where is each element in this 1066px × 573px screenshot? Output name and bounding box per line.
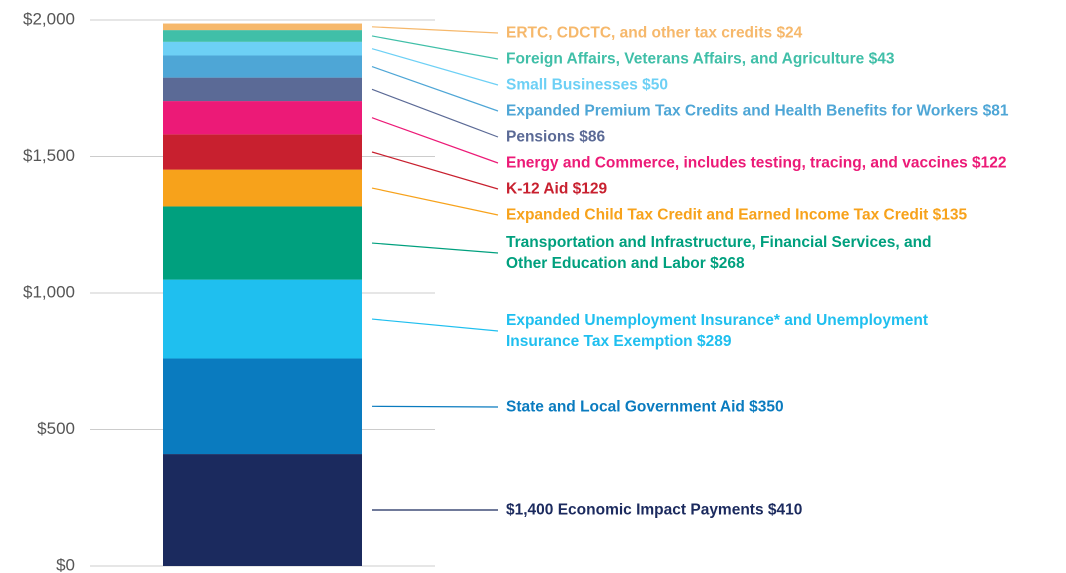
bar-segment xyxy=(163,77,362,102)
y-tick-label: $500 xyxy=(37,419,75,438)
segment-name: Foreign Affairs, Veterans Affairs, and A… xyxy=(506,50,865,68)
leader-line xyxy=(371,242,499,254)
segment-name: Expanded Unemployment Insurance* and Une… xyxy=(506,312,929,350)
leader-line xyxy=(371,151,499,190)
bar-segment xyxy=(163,169,362,207)
segment-name: Energy and Commerce, includes testing, t… xyxy=(506,154,968,172)
y-tick-label: $2,000 xyxy=(23,9,75,28)
bar-segment xyxy=(163,41,362,56)
bar-segment xyxy=(163,279,362,359)
segment-label: ERTC, CDCTC, and other tax credits $24 xyxy=(506,23,802,44)
bar-segment xyxy=(163,454,362,566)
segment-name: Transportation and Infrastructure, Finan… xyxy=(506,234,932,272)
bar-segment xyxy=(163,358,362,455)
segment-value: $268 xyxy=(710,255,745,272)
segment-value: $135 xyxy=(932,206,968,224)
segment-label: Foreign Affairs, Veterans Affairs, and A… xyxy=(506,49,895,70)
segment-label: Expanded Child Tax Credit and Earned Inc… xyxy=(506,205,967,226)
segment-value: $81 xyxy=(982,102,1009,120)
y-tick-label: $1,000 xyxy=(23,282,75,301)
bar-segment xyxy=(163,30,362,42)
segment-label: Pensions $86 xyxy=(506,127,605,148)
segment-name: ERTC, CDCTC, and other tax credits xyxy=(506,24,773,42)
segment-value: $86 xyxy=(579,128,606,146)
leader-line xyxy=(371,88,499,138)
segment-name: Expanded Child Tax Credit and Earned Inc… xyxy=(506,206,929,224)
segment-label: Expanded Premium Tax Credits and Health … xyxy=(506,101,1008,122)
bar-segment xyxy=(163,206,362,280)
leader-line xyxy=(371,187,499,216)
segment-value: $43 xyxy=(868,50,895,68)
segment-value: $24 xyxy=(776,24,803,42)
segment-label: Energy and Commerce, includes testing, t… xyxy=(506,153,1007,174)
segment-name: Small Businesses xyxy=(506,76,638,94)
leader-line xyxy=(371,26,499,34)
leader-line xyxy=(371,35,499,60)
segment-value: $350 xyxy=(749,398,784,416)
bar-segment xyxy=(163,101,362,135)
bar-segment xyxy=(163,23,362,31)
leader-line xyxy=(371,117,499,164)
segment-label: $1,400 Economic Impact Payments $410 xyxy=(506,500,802,521)
segment-name: Pensions xyxy=(506,128,575,146)
segment-value: $289 xyxy=(696,333,732,350)
leader-line xyxy=(371,405,499,408)
segment-label: Small Businesses $50 xyxy=(506,75,668,96)
bar-segment xyxy=(163,55,362,78)
leader-line xyxy=(371,318,499,332)
y-tick-label: $1,500 xyxy=(23,146,75,165)
segment-value: $50 xyxy=(642,76,669,94)
leader-line xyxy=(371,48,499,86)
y-tick-label: $0 xyxy=(56,555,75,573)
leader-line xyxy=(371,65,499,112)
bar-segment xyxy=(163,134,362,170)
segment-label: K-12 Aid $129 xyxy=(506,179,607,200)
segment-label: Expanded Unemployment Insurance* and Une… xyxy=(506,310,986,352)
segment-name: Expanded Premium Tax Credits and Health … xyxy=(506,102,979,120)
segment-label: Transportation and Infrastructure, Finan… xyxy=(506,232,956,274)
segment-value: $129 xyxy=(572,180,608,198)
segment-value: $410 xyxy=(767,501,803,519)
segment-name: K-12 Aid xyxy=(506,180,569,198)
segment-label: State and Local Government Aid $350 xyxy=(506,397,784,418)
segment-value: $122 xyxy=(972,154,1007,172)
segment-name: State and Local Government Aid xyxy=(506,398,745,416)
segment-name: $1,400 Economic Impact Payments xyxy=(506,501,764,519)
